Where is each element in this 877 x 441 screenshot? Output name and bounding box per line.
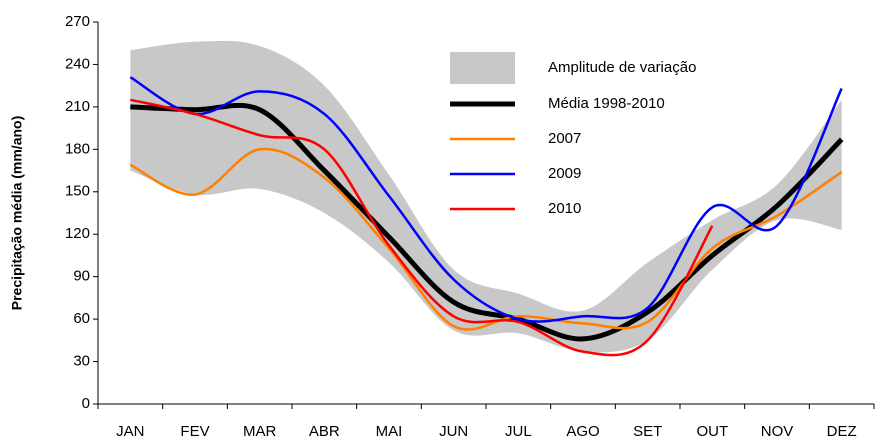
x-tick-label: ABR: [309, 423, 340, 440]
x-tick-label: JUL: [505, 423, 532, 440]
range-area: [130, 40, 842, 353]
x-tick-label: SET: [633, 423, 662, 440]
y-tick-label: 240: [65, 55, 90, 72]
x-tick-label: DEZ: [827, 423, 857, 440]
x-tick-label: MAI: [376, 423, 403, 440]
y-tick-label: 150: [65, 183, 90, 200]
series-line: [129, 76, 843, 323]
legend-label: 2007: [548, 130, 581, 147]
legend-label: 2009: [548, 165, 581, 182]
y-tick-label: 60: [73, 310, 90, 327]
x-tick-label: JUN: [439, 423, 468, 440]
y-tick-label: 210: [65, 98, 90, 115]
y-tick-label: 30: [73, 353, 90, 370]
x-tick-label: FEV: [180, 423, 209, 440]
x-tick-label: OUT: [696, 423, 728, 440]
y-tick-label: 120: [65, 225, 90, 242]
legend-label: 2010: [548, 200, 581, 217]
y-tick-label: 90: [73, 268, 90, 285]
legend-label: Amplitude de variação: [548, 59, 696, 76]
x-tick-label: MAR: [243, 423, 277, 440]
x-tick-label: NOV: [761, 423, 794, 440]
y-tick-label: 270: [65, 13, 90, 30]
x-tick-label: AGO: [566, 423, 599, 440]
x-tick-label: JAN: [116, 423, 144, 440]
y-tick-label: 0: [82, 395, 90, 412]
series-line: [130, 102, 844, 342]
y-axis-label: Precipitação média (mm/ano): [9, 116, 25, 311]
legend-label: Média 1998-2010: [548, 95, 665, 112]
series-line: [130, 98, 714, 357]
series-line: [129, 147, 843, 331]
y-tick-label: 180: [65, 140, 90, 157]
legend-swatch: [450, 52, 515, 84]
